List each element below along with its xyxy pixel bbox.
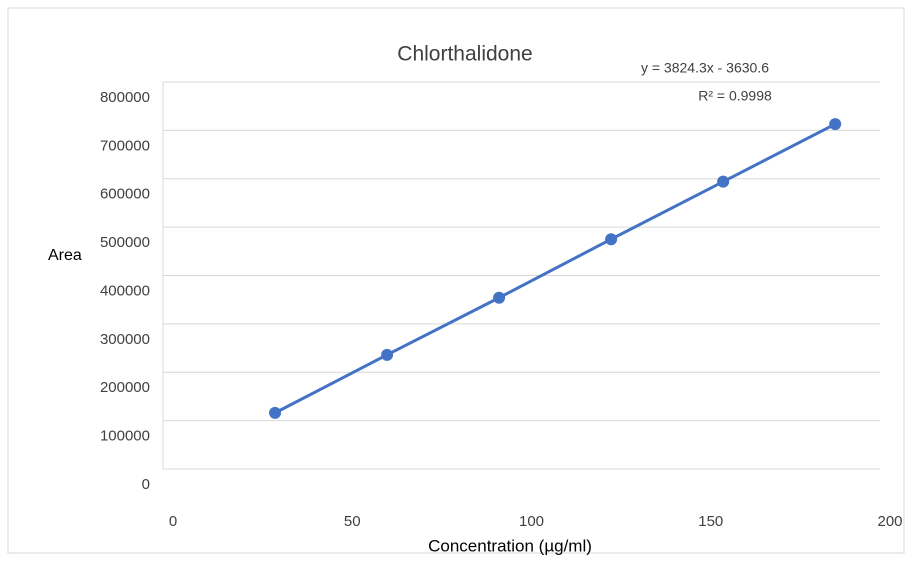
data-point: [269, 406, 282, 419]
data-point: [605, 233, 618, 246]
trend-equation: y = 3824.3x - 3630.6: [641, 60, 769, 76]
x-tick-label: 200: [877, 513, 902, 530]
y-tick-label: 700000: [100, 137, 150, 154]
data-point: [829, 118, 842, 131]
y-tick-label: 600000: [100, 186, 150, 203]
data-point: [493, 291, 506, 304]
y-tick-label: 100000: [100, 428, 150, 445]
chart-title: Chlorthalidone: [397, 43, 532, 66]
trend-r2: R² = 0.9998: [698, 88, 772, 104]
y-tick-label: 0: [142, 476, 150, 493]
x-tick-label: 150: [698, 513, 723, 530]
chart-border: [7, 7, 905, 554]
x-tick-label: 100: [519, 513, 544, 530]
y-tick-label: 400000: [100, 282, 150, 299]
y-tick-label: 500000: [100, 234, 150, 251]
y-tick-label: 800000: [100, 89, 150, 106]
series-line: [274, 122, 836, 415]
data-point: [381, 348, 394, 361]
data-point: [717, 175, 730, 188]
x-axis-label: Concentration (µg/ml): [428, 536, 592, 555]
x-tick-label: 0: [169, 513, 177, 530]
y-tick-label: 300000: [100, 331, 150, 348]
y-tick-label: 200000: [100, 379, 150, 396]
y-axis-label: Area: [48, 247, 82, 264]
x-tick-label: 50: [344, 513, 361, 530]
